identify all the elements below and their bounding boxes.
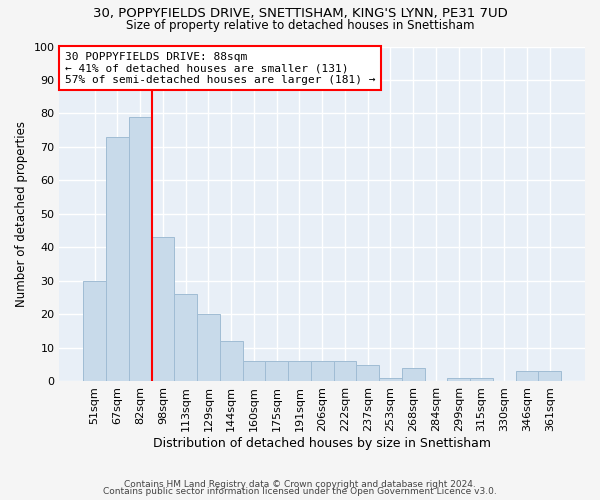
Bar <box>129 117 152 382</box>
Text: Size of property relative to detached houses in Snettisham: Size of property relative to detached ho… <box>126 19 474 32</box>
Bar <box>83 281 106 382</box>
X-axis label: Distribution of detached houses by size in Snettisham: Distribution of detached houses by size … <box>153 437 491 450</box>
Text: Contains HM Land Registry data © Crown copyright and database right 2024.: Contains HM Land Registry data © Crown c… <box>124 480 476 489</box>
Text: 30 POPPYFIELDS DRIVE: 88sqm
← 41% of detached houses are smaller (131)
57% of se: 30 POPPYFIELDS DRIVE: 88sqm ← 41% of det… <box>65 52 375 84</box>
Bar <box>106 137 129 382</box>
Y-axis label: Number of detached properties: Number of detached properties <box>15 121 28 307</box>
Bar <box>334 362 356 382</box>
Bar <box>220 342 242 382</box>
Bar <box>265 362 288 382</box>
Bar <box>242 362 265 382</box>
Bar <box>175 294 197 382</box>
Bar <box>515 372 538 382</box>
Text: Contains public sector information licensed under the Open Government Licence v3: Contains public sector information licen… <box>103 488 497 496</box>
Bar <box>356 364 379 382</box>
Bar <box>152 238 175 382</box>
Bar <box>402 368 425 382</box>
Text: 30, POPPYFIELDS DRIVE, SNETTISHAM, KING'S LYNN, PE31 7UD: 30, POPPYFIELDS DRIVE, SNETTISHAM, KING'… <box>92 8 508 20</box>
Bar <box>288 362 311 382</box>
Bar <box>379 378 402 382</box>
Bar <box>538 372 561 382</box>
Bar <box>470 378 493 382</box>
Bar <box>197 314 220 382</box>
Bar <box>448 378 470 382</box>
Bar <box>311 362 334 382</box>
